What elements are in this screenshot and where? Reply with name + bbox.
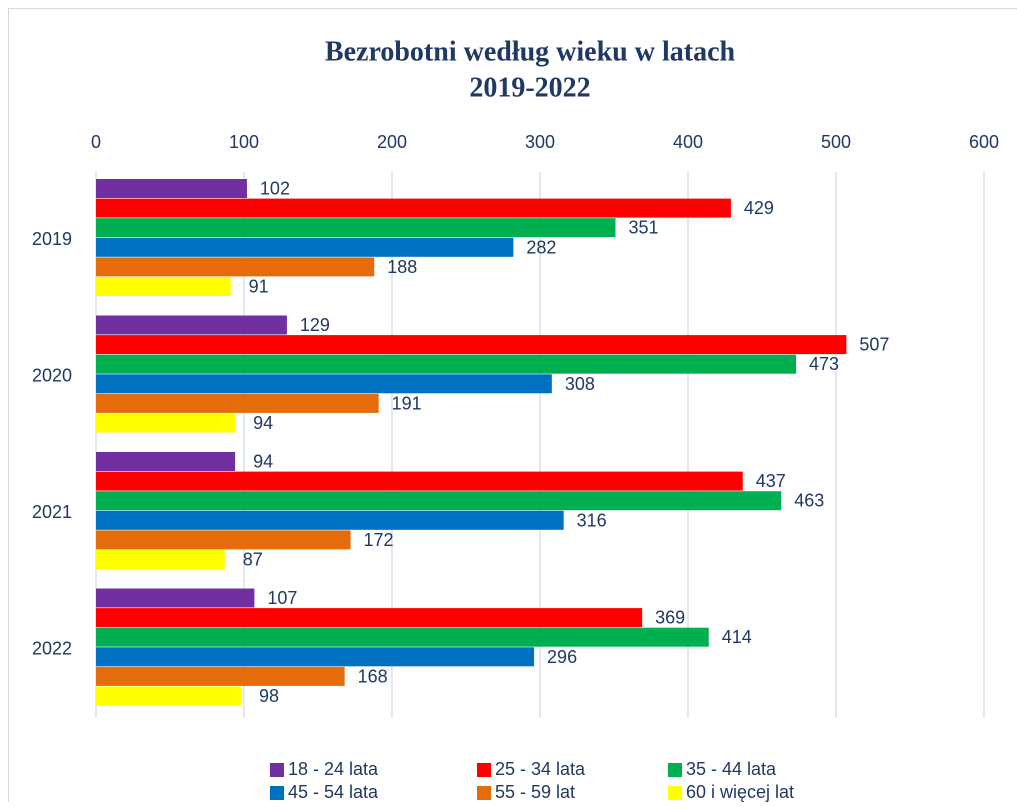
data-label: 129 [300,315,330,335]
data-label: 316 [577,510,607,530]
legend-swatch [477,763,491,777]
legend-swatch [668,763,682,777]
data-label: 369 [655,608,685,628]
x-tick-label: 100 [229,132,259,152]
x-tick-label: 300 [525,132,555,152]
data-label: 172 [364,530,394,550]
bar [96,589,254,608]
bar [96,472,743,491]
data-label: 351 [628,218,658,238]
data-label: 91 [249,277,269,297]
data-label: 98 [259,686,279,706]
data-label: 107 [267,588,297,608]
bar [96,257,374,276]
chart-title: 2019-2022 [469,72,590,103]
data-label: 94 [253,452,273,472]
bar [96,394,379,413]
data-label: 507 [859,335,889,355]
legend-label: 35 - 44 lata [686,759,777,779]
legend-label: 55 - 59 lat [495,782,575,802]
data-label: 296 [547,647,577,667]
bar [96,335,846,354]
legend-label: 45 - 54 lata [288,782,379,802]
legend-swatch [668,786,682,800]
data-label: 191 [392,393,422,413]
y-tick-label: 2022 [32,639,72,659]
x-tick-label: 400 [673,132,703,152]
data-label: 437 [756,471,786,491]
bar [96,179,247,198]
bar [96,238,513,257]
bar [96,647,534,666]
chart-title: Bezrobotni według wieku w latach [325,36,736,67]
data-label: 414 [722,627,752,647]
x-tick-label: 200 [377,132,407,152]
data-label: 429 [744,198,774,218]
data-label: 308 [565,374,595,394]
bar [96,667,345,686]
bar [96,687,241,706]
legend-swatch [270,763,284,777]
bar [96,550,225,569]
bar [96,199,731,218]
data-label: 94 [253,413,273,433]
x-tick-label: 500 [821,132,851,152]
bar [96,491,781,510]
data-label: 463 [794,491,824,511]
data-label: 87 [243,550,263,570]
bar [96,218,615,237]
data-label: 188 [387,257,417,277]
x-tick-label: 600 [969,132,999,152]
bar [96,452,235,471]
bar [96,608,642,627]
x-tick-label: 0 [91,132,101,152]
y-tick-label: 2019 [32,229,72,249]
bar [96,414,235,433]
legend-swatch [270,786,284,800]
legend-label: 18 - 24 lata [288,759,379,779]
bar [96,511,564,530]
data-label: 102 [260,179,290,199]
data-label: 473 [809,354,839,374]
y-tick-label: 2020 [32,366,72,386]
legend-label: 60 i więcej lat [686,782,794,802]
bar [96,374,552,393]
bar [96,628,709,647]
legend-swatch [477,786,491,800]
bar [96,355,796,374]
bar [96,316,287,335]
data-label: 168 [358,666,388,686]
data-label: 282 [526,237,556,257]
bar [96,530,351,549]
legend-label: 25 - 34 lata [495,759,586,779]
bar [96,277,231,296]
y-tick-label: 2021 [32,502,72,522]
